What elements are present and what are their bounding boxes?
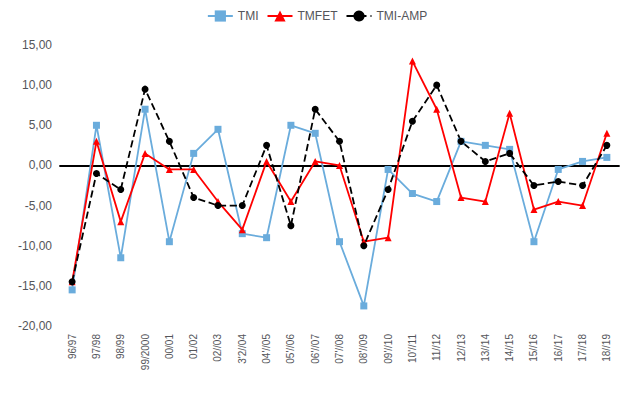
svg-text:TMFET: TMFET — [298, 9, 339, 23]
svg-text:96/97: 96/97 — [67, 334, 78, 359]
svg-text:10,00: 10,00 — [22, 78, 52, 92]
svg-text:TMI: TMI — [238, 9, 259, 23]
svg-text:18//19: 18//19 — [601, 334, 612, 362]
svg-text:07'//08: 07'//08 — [334, 334, 345, 364]
svg-text:11//12: 11//12 — [431, 334, 442, 361]
svg-text:-5,00: -5,00 — [25, 199, 53, 213]
svg-text:01/02: 01/02 — [188, 334, 199, 359]
svg-text:13//14: 13//14 — [480, 334, 491, 362]
svg-text:3'2//04: 3'2//04 — [237, 334, 248, 364]
svg-text:-20,00: -20,00 — [18, 319, 52, 333]
svg-text:06'//07: 06'//07 — [310, 334, 321, 364]
svg-text:97/98: 97/98 — [91, 334, 102, 359]
svg-text:09'//10: 09'//10 — [383, 334, 394, 364]
svg-text:15//16: 15//16 — [528, 334, 539, 362]
svg-text:02//03: 02//03 — [212, 334, 223, 362]
svg-text:00/01: 00/01 — [164, 334, 175, 359]
svg-text:10'//11: 10'//11 — [407, 334, 418, 363]
svg-text:98/99: 98/99 — [115, 334, 126, 359]
svg-text:-15,00: -15,00 — [18, 279, 52, 293]
svg-text:04'//05: 04'//05 — [261, 334, 272, 364]
svg-text:16//17: 16//17 — [553, 334, 564, 362]
svg-text:TMI-AMP: TMI-AMP — [376, 9, 427, 23]
svg-text:17//18: 17//18 — [577, 334, 588, 362]
svg-text:-10,00: -10,00 — [18, 239, 52, 253]
svg-text:5,00: 5,00 — [29, 118, 53, 132]
svg-text:08'//09: 08'//09 — [358, 334, 369, 364]
svg-text:0,00: 0,00 — [29, 158, 53, 172]
svg-text:05'//06: 05'//06 — [285, 334, 296, 364]
svg-text:99/2000: 99/2000 — [140, 334, 151, 371]
svg-text:15,00: 15,00 — [22, 38, 52, 52]
svg-text:14//15: 14//15 — [504, 334, 515, 362]
svg-text:12//13: 12//13 — [456, 334, 467, 362]
